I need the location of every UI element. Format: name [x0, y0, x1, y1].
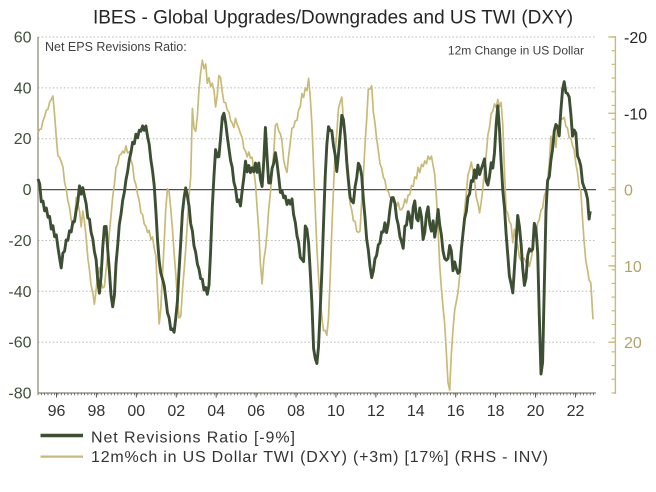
svg-text:Net Revisions Ratio [-9%]: Net Revisions Ratio [-9%] — [91, 430, 296, 447]
svg-text:00: 00 — [127, 403, 145, 420]
svg-text:06: 06 — [247, 403, 265, 420]
svg-text:10: 10 — [624, 259, 642, 276]
svg-text:20: 20 — [624, 335, 642, 352]
svg-text:12m%ch in US Dollar TWI (DXY): 12m%ch in US Dollar TWI (DXY) (+3m) [17%… — [91, 449, 549, 466]
svg-text:12m Change in US Dollar: 12m Change in US Dollar — [448, 44, 584, 58]
svg-text:04: 04 — [207, 403, 225, 420]
svg-text:14: 14 — [407, 403, 425, 420]
svg-text:12: 12 — [367, 403, 385, 420]
svg-text:40: 40 — [14, 80, 32, 97]
svg-text:16: 16 — [447, 403, 465, 420]
svg-text:98: 98 — [88, 403, 106, 420]
svg-text:22: 22 — [567, 403, 585, 420]
svg-text:-60: -60 — [8, 335, 31, 352]
svg-text:10: 10 — [327, 403, 345, 420]
svg-text:IBES - Global Upgrades/Downgra: IBES - Global Upgrades/Downgrades and US… — [93, 8, 573, 29]
svg-text:02: 02 — [167, 403, 185, 420]
svg-text:08: 08 — [287, 403, 305, 420]
svg-text:-10: -10 — [624, 106, 647, 123]
svg-text:0: 0 — [23, 182, 32, 199]
svg-text:-40: -40 — [8, 284, 31, 301]
svg-text:-80: -80 — [8, 386, 31, 403]
svg-text:0: 0 — [624, 183, 633, 200]
svg-text:20: 20 — [527, 403, 545, 420]
svg-text:18: 18 — [487, 403, 505, 420]
svg-text:-20: -20 — [8, 233, 31, 250]
svg-text:-20: -20 — [624, 30, 647, 47]
svg-text:Net EPS Revisions Ratio:: Net EPS Revisions Ratio: — [45, 40, 187, 54]
svg-text:60: 60 — [14, 30, 32, 47]
svg-text:96: 96 — [48, 403, 66, 420]
svg-text:20: 20 — [14, 131, 32, 148]
